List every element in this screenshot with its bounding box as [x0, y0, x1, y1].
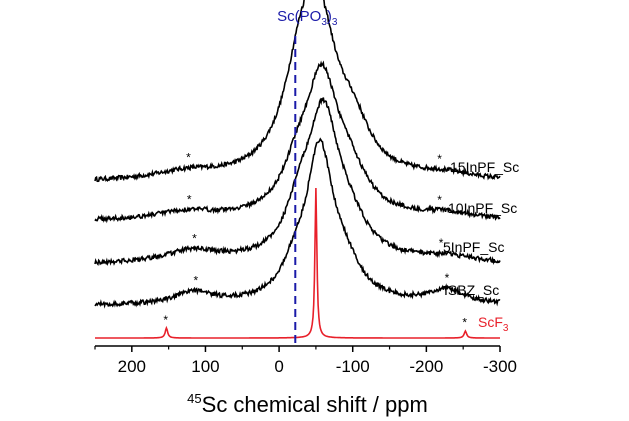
series-line-15inpf_sc	[94, 0, 501, 183]
series-line-isbz_sc	[94, 137, 501, 309]
x-axis: 200 100 0 -100 -200 -300	[94, 345, 517, 376]
spinning-sideband-marker: *	[192, 231, 197, 245]
spinning-sideband-marker: *	[437, 152, 442, 166]
series-line-scf	[95, 187, 500, 339]
series-line-10inpf_sc	[94, 60, 501, 224]
sc-po3-reference-label: Sc(PO3)3	[277, 8, 338, 28]
series-label: ScF3	[478, 314, 509, 334]
spinning-sideband-marker: *	[437, 193, 442, 207]
series-line-5inpf_sc	[94, 97, 501, 267]
spinning-sideband-marker: *	[194, 273, 199, 287]
x-axis-tick-label: -200	[409, 357, 443, 376]
x-axis-tick-label: 100	[191, 357, 219, 376]
reference-layer: Sc(PO3)3	[277, 8, 338, 346]
spinning-sideband-marker: *	[186, 151, 191, 165]
x-axis-title: 45Sc chemical shift / ppm	[187, 391, 428, 417]
series-label: 5InPF_Sc	[443, 239, 504, 255]
series-label: ISBZ_Sc	[444, 282, 499, 298]
spinning-sideband-marker: *	[462, 315, 467, 329]
series-label: 10InPF_Sc	[448, 200, 517, 216]
spinning-sideband-marker: *	[163, 313, 168, 327]
spinning-sideband-marker: *	[445, 271, 450, 285]
x-axis-tick-label: 0	[274, 357, 283, 376]
x-axis-tick-label: 200	[118, 357, 146, 376]
spinning-sideband-marker: *	[439, 236, 444, 250]
x-axis-tick-label: -300	[483, 357, 517, 376]
series-layer: * *15InPF_Sc* *10InPF_Sc* * 5InPF_Sc* *ISBZ_S…	[94, 0, 519, 339]
series-label: 15InPF_Sc	[450, 159, 519, 175]
x-axis-tick-label: -100	[336, 357, 370, 376]
spinning-sideband-marker: *	[187, 192, 192, 206]
